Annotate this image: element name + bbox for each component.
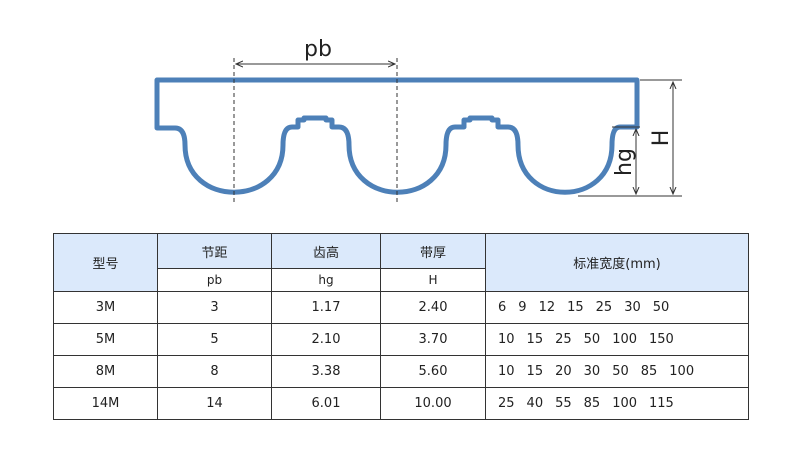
width-value: 10: [498, 332, 515, 347]
belt-outline: [154, 77, 640, 195]
width-value: 15: [526, 364, 544, 379]
cell: 2.40: [380, 291, 486, 324]
width-value: 20: [555, 364, 572, 379]
width-value: 100: [612, 396, 638, 411]
width-value: 30: [624, 300, 641, 315]
width-value: 12: [538, 300, 556, 315]
cell: 3.70: [380, 323, 486, 356]
cell: 14M: [53, 387, 158, 420]
cell: 3: [157, 291, 272, 324]
width-value: 50: [583, 332, 601, 347]
header-sub-cell: H: [380, 268, 486, 292]
width-value: 50: [652, 300, 670, 315]
width-value: 25: [498, 396, 515, 411]
tooth-height-label: hg: [612, 148, 637, 176]
header-cell: 节距: [157, 233, 272, 269]
table-body: 3M 3 1.17 2.40 6 9 12 15 25 30 50 5M 5 2.10 3.70 10 15 25…: [53, 291, 749, 420]
width-value: 40: [526, 396, 544, 411]
widths-cell: 25 40 55 85 100 115: [485, 387, 749, 420]
belt-diagram: pb H hg: [154, 37, 682, 205]
cell: 5M: [53, 323, 158, 356]
header-cell: 带厚: [380, 233, 486, 269]
width-value: 100: [612, 332, 638, 347]
width-value: 25: [555, 332, 572, 347]
width-value: 55: [555, 396, 572, 411]
width-value: 30: [583, 364, 601, 379]
table-row: 8M 8 3.38 5.60 10 15 20 30 50 85 100: [53, 355, 749, 388]
height-label: H: [649, 130, 674, 147]
width-value: 100: [669, 364, 695, 379]
cell: 1.17: [271, 291, 381, 324]
cell: 6.01: [271, 387, 381, 420]
cell: 2.10: [271, 323, 381, 356]
cell: 5.60: [380, 355, 486, 388]
table-row: 14M 14 6.01 10.00 25 40 55 85 100 115: [53, 387, 749, 420]
cell: 3M: [53, 291, 158, 324]
width-value: 85: [583, 396, 601, 411]
spec-table: 型号 节距 齿高 带厚 标准宽度(mm) pb hg H 3M 3 1.17 2.40…: [53, 233, 749, 420]
header-sub-cell: pb: [157, 268, 272, 292]
widths-cell: 10 15 20 30 50 85 100: [485, 355, 749, 388]
header-cell: 型号: [53, 233, 158, 292]
width-value: 15: [526, 332, 544, 347]
header-sub-cell: hg: [271, 268, 381, 292]
cell: 3.38: [271, 355, 381, 388]
cell: 14: [157, 387, 272, 420]
table-row: 3M 3 1.17 2.40 6 9 12 15 25 30 50: [53, 291, 749, 324]
cell: 10.00: [380, 387, 486, 420]
widths-cell: 6 9 12 15 25 30 50: [485, 291, 749, 324]
width-value: 150: [649, 332, 674, 347]
header-cell: 齿高: [271, 233, 381, 269]
width-value: 25: [595, 300, 613, 315]
width-value: 10: [498, 364, 515, 379]
cell: 8: [157, 355, 272, 388]
pitch-label: pb: [304, 37, 332, 62]
header-cell: 标准宽度(mm): [485, 233, 749, 292]
width-value: 85: [640, 364, 658, 379]
width-value: 115: [649, 396, 674, 411]
cell: 8M: [53, 355, 158, 388]
width-value: 6: [498, 300, 507, 315]
table-row: 5M 5 2.10 3.70 10 15 25 50 100 150: [53, 323, 749, 356]
width-value: 50: [612, 364, 629, 379]
cell: 5: [157, 323, 272, 356]
widths-cell: 10 15 25 50 100 150: [485, 323, 749, 356]
width-value: 9: [518, 300, 527, 315]
width-value: 15: [567, 300, 584, 315]
